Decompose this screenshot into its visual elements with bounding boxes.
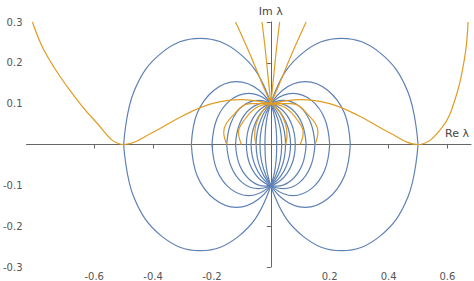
svg-text:Re λ: Re λ xyxy=(445,127,469,140)
svg-text:0.2: 0.2 xyxy=(7,57,23,68)
svg-text:-0.2: -0.2 xyxy=(3,221,23,232)
svg-text:Im λ: Im λ xyxy=(259,5,283,18)
svg-text:-0.1: -0.1 xyxy=(3,180,23,191)
svg-text:0.4: 0.4 xyxy=(381,271,397,281)
svg-text:-0.4: -0.4 xyxy=(143,271,163,281)
svg-text:0.1: 0.1 xyxy=(7,98,23,109)
svg-text:0.3: 0.3 xyxy=(7,17,23,28)
svg-text:-0.2: -0.2 xyxy=(202,271,222,281)
svg-text:0.6: 0.6 xyxy=(439,271,455,281)
svg-text:-0.6: -0.6 xyxy=(84,271,104,281)
svg-text:0.2: 0.2 xyxy=(322,271,338,281)
svg-text:-0.3: -0.3 xyxy=(3,262,23,273)
